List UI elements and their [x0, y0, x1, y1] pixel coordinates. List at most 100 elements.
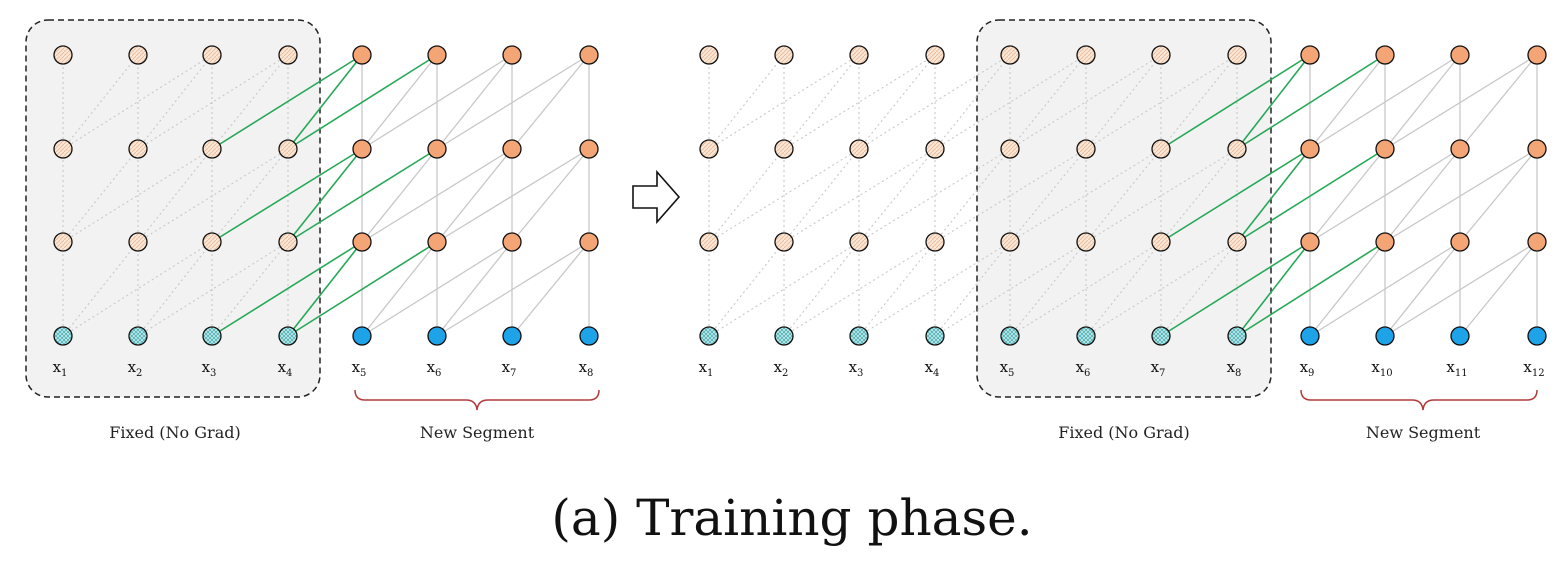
attention-edge: [1309, 148, 1386, 243]
token-label: x8: [1227, 358, 1242, 379]
input-token-node: [202, 326, 222, 346]
hidden-state-node: [1000, 232, 1020, 252]
hidden-state-node: [774, 232, 794, 252]
input-token-node: [427, 326, 447, 346]
hidden-state-node: [925, 45, 945, 65]
input-token-node: [849, 326, 869, 346]
recurrence-edge: [211, 241, 363, 337]
hidden-state-node: [1375, 139, 1395, 159]
input-token-node: [774, 326, 794, 346]
attention-edge: [1384, 54, 1461, 150]
token-label: x1: [53, 358, 68, 379]
recurrence-edge: [1160, 241, 1311, 337]
hidden-state-node: [925, 232, 945, 252]
attention-edge: [436, 54, 590, 150]
hidden-state-node: [579, 232, 599, 252]
hidden-state-node: [1450, 45, 1470, 65]
recurrence-edge: [1236, 241, 1386, 337]
hidden-state-node: [1300, 232, 1320, 252]
attention-edge: [511, 54, 590, 150]
input-token-node: [925, 326, 945, 346]
fixed-region-label: Fixed (No Grad): [109, 423, 240, 442]
hidden-state-node: [1076, 232, 1096, 252]
hidden-state-node: [1151, 139, 1171, 159]
panel-after: x1 x2 x3 x4 x5 x6 x7 x8 x9 x10 x11 x12 Fixed (No Gr…: [699, 19, 1547, 442]
hidden-state-node: [128, 232, 148, 252]
hidden-state-node: [849, 139, 869, 159]
new-segment-label: New Segment: [420, 423, 535, 442]
attention-edge: [858, 54, 936, 150]
attention-edge: [1384, 54, 1538, 150]
new-segment-label: New Segment: [1366, 423, 1481, 442]
hidden-state-node: [202, 45, 222, 65]
input-token-node: [1527, 326, 1547, 346]
attention-edge: [1309, 148, 1461, 243]
hidden-state-node: [1076, 45, 1096, 65]
attention-edge: [211, 54, 289, 150]
input-token-node: [1300, 326, 1320, 346]
hidden-state-node: [128, 139, 148, 159]
hidden-state-node: [1227, 139, 1247, 159]
attention-edge: [708, 241, 785, 337]
token-label: x10: [1371, 358, 1392, 379]
token-label: x4: [925, 358, 940, 379]
hidden-state-node: [202, 232, 222, 252]
attention-edge: [361, 241, 513, 337]
attention-edge: [436, 241, 590, 337]
attention-edge: [1085, 241, 1162, 337]
hidden-state-node: [53, 232, 73, 252]
attention-edge: [436, 148, 590, 243]
hidden-state-node: [1227, 232, 1247, 252]
recurrence-edge: [1236, 241, 1311, 337]
hidden-state-node: [502, 45, 522, 65]
attention-edge: [62, 54, 213, 150]
hidden-state-node: [278, 232, 298, 252]
attention-edge: [783, 54, 860, 150]
hidden-state-node: [1300, 45, 1320, 65]
token-label: x4: [278, 358, 293, 379]
hidden-state-node: [1375, 232, 1395, 252]
attention-edge: [511, 148, 590, 243]
attention-edge: [1309, 241, 1386, 337]
hidden-state-node: [53, 139, 73, 159]
hidden-state-node: [502, 139, 522, 159]
hidden-state-node: [278, 45, 298, 65]
attention-edge: [361, 148, 438, 243]
token-label: x9: [1300, 358, 1315, 379]
token-label: x11: [1446, 358, 1467, 379]
input-token-node: [1375, 326, 1395, 346]
fixed-region-box: [25, 19, 321, 398]
hidden-state-node: [502, 232, 522, 252]
attention-edge: [1009, 54, 1087, 150]
attention-edge: [1384, 241, 1461, 337]
recurrence-edge: [287, 148, 363, 243]
new-segment-brace: [354, 389, 600, 411]
attention-edge: [1309, 54, 1386, 150]
attention-edge: [858, 241, 936, 337]
hidden-state-node: [1450, 139, 1470, 159]
hidden-state-node: [352, 232, 372, 252]
new-segment-brace: [1300, 389, 1538, 411]
hidden-state-node: [699, 139, 719, 159]
token-label: x2: [128, 358, 143, 379]
attention-edge: [62, 54, 139, 150]
attention-edge: [62, 241, 213, 337]
token-label: x5: [352, 358, 367, 379]
token-label: x7: [502, 358, 517, 379]
input-token-node: [1151, 326, 1171, 346]
hidden-state-node: [849, 232, 869, 252]
hidden-state-node: [579, 139, 599, 159]
hidden-state-node: [128, 45, 148, 65]
recurrence-edge: [1236, 148, 1311, 243]
hidden-state-node: [352, 45, 372, 65]
attention-edge: [361, 241, 438, 337]
panel-before: x1 x2 x3 x4 x5 x6 x7 x8 Fixed (No Grad) New Seg…: [25, 19, 600, 442]
attention-edge: [62, 148, 213, 243]
recurrence-edge: [1160, 148, 1311, 243]
attention-edge: [1384, 241, 1538, 337]
attention-edge: [1009, 148, 1087, 243]
token-label: x2: [774, 358, 789, 379]
hidden-state-node: [202, 139, 222, 159]
attention-edge: [1009, 241, 1087, 337]
